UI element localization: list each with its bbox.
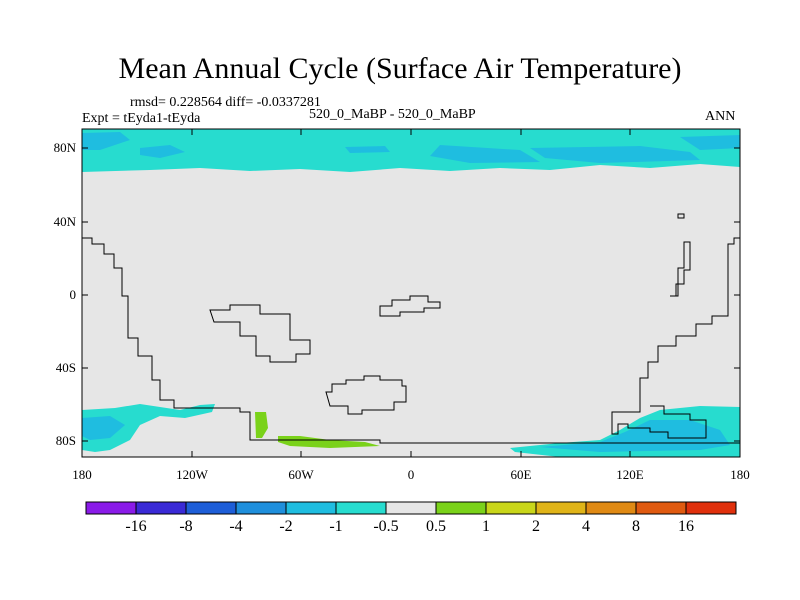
- colorbar-label: 2: [532, 518, 540, 535]
- continent-east: [611, 237, 740, 439]
- antarctic-anomaly-east-inner: [540, 420, 730, 452]
- colorbar-swatch: [335, 501, 387, 515]
- island-south: [325, 375, 407, 415]
- map-background: [82, 129, 740, 457]
- colorbar-swatch: [235, 501, 287, 515]
- arctic-anomaly-patch: [82, 132, 740, 163]
- island-east: [670, 241, 691, 297]
- colorbar-swatch: [585, 501, 637, 515]
- colorbar-label: 4: [582, 518, 590, 535]
- x-tick-label: 120W: [176, 467, 208, 482]
- colorbar-label: 0.5: [426, 518, 446, 535]
- colorbar-swatch: [385, 501, 437, 515]
- colorbar-swatch: [685, 501, 737, 515]
- antarctic-anomaly-west-inner: [82, 416, 125, 440]
- colorbar-label: 8: [632, 518, 640, 535]
- axis-ticks: [82, 129, 740, 457]
- experiment-label: Expt = tEyda1-tEyda: [82, 111, 201, 126]
- colorbar-swatch: [135, 501, 187, 515]
- x-tick-label: 180: [72, 467, 92, 482]
- colorbar-label: -8: [179, 518, 193, 535]
- continent-west: [82, 237, 740, 444]
- colorbar-label: -4: [229, 518, 243, 535]
- continent-africa-like: [209, 304, 311, 363]
- colorbar-label: -1: [329, 518, 343, 535]
- coastlines: [82, 213, 740, 444]
- colorbar-swatch: [535, 501, 587, 515]
- colorbar-swatch: [435, 501, 487, 515]
- colorbar: [85, 501, 737, 515]
- colorbar-label: 16: [678, 518, 694, 535]
- colorbar-swatch: [635, 501, 687, 515]
- colorbar-swatch: [185, 501, 237, 515]
- y-tick-label: 80S: [55, 433, 76, 448]
- case-label: 520_0_MaBP - 520_0_MaBP: [309, 107, 476, 122]
- colorbar-label: -2: [279, 518, 293, 535]
- season-label: ANN: [705, 109, 736, 124]
- positive-anomaly-patch: [255, 412, 380, 448]
- antarctic-anomaly-west: [82, 404, 215, 452]
- x-tick-label: 60E: [510, 467, 532, 482]
- colorbar-swatch: [285, 501, 337, 515]
- chart-title: Mean Annual Cycle (Surface Air Temperatu…: [118, 52, 682, 85]
- island-north: [379, 295, 441, 317]
- colorbar-swatch: [85, 501, 137, 515]
- colorbar-label: -16: [125, 518, 147, 535]
- x-tick-label: 120E: [616, 467, 644, 482]
- stats-text: rmsd= 0.228564 diff= -0.0337281: [130, 95, 321, 110]
- y-tick-label: 40S: [55, 360, 76, 375]
- colorbar-label: 1: [482, 518, 490, 535]
- x-tick-label: 180: [730, 467, 750, 482]
- x-tick-label: 0: [407, 467, 415, 482]
- x-tick-label: 60W: [288, 467, 314, 482]
- colorbar-label: -0.5: [373, 518, 399, 535]
- y-tick-label: 80N: [53, 140, 76, 155]
- colorbar-swatch: [485, 501, 537, 515]
- y-tick-label: 40N: [53, 214, 76, 229]
- island-tiny: [677, 213, 685, 219]
- arctic-anomaly-band: [82, 129, 740, 172]
- y-tick-label: 0: [69, 287, 77, 302]
